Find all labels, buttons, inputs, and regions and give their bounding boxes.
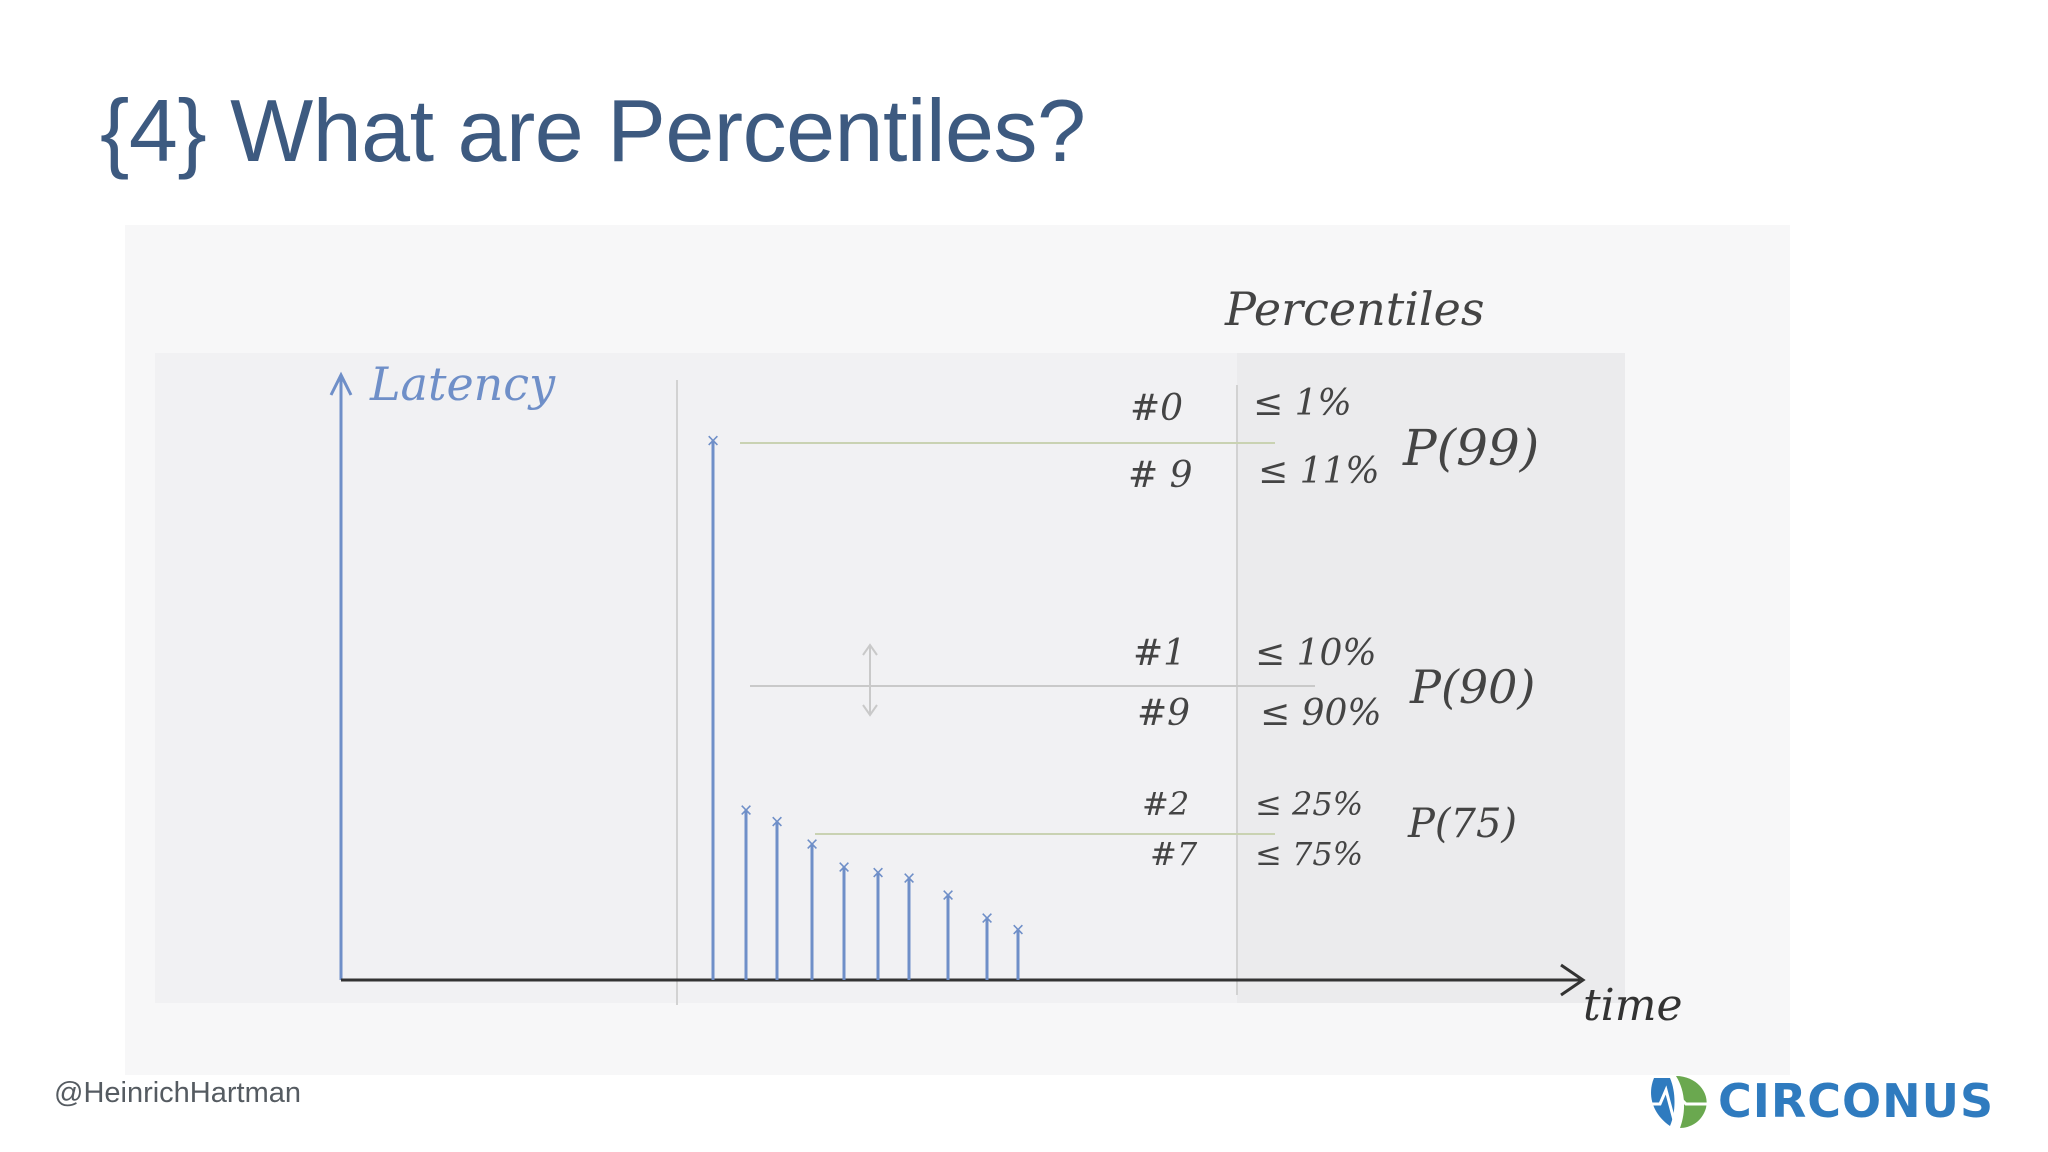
sample-marker: ×: [838, 854, 851, 879]
logo-text: CIRCONUS: [1718, 1074, 1995, 1128]
sample-marker: ×: [707, 428, 720, 453]
author-handle: @HeinrichHartman: [54, 1077, 302, 1109]
pct-bottom-label: ≤ 11%: [1258, 451, 1380, 492]
group-p90: #1 #9 ≤ 10% ≤ 90% P(90): [1133, 633, 1535, 734]
rank-top-label: #0: [1130, 388, 1183, 429]
double-arrow-icon: [862, 643, 878, 717]
circonus-logo: CIRCONUS: [1646, 1072, 1994, 1130]
percentiles-heading: Percentiles: [1224, 282, 1484, 336]
latency-samples: × × × × × × × × × ×: [707, 428, 1025, 980]
pct-bottom-label: ≤ 75%: [1255, 835, 1363, 873]
sketch-canvas: Latency time Percentiles × × × × × × × × × × #0 #…: [155, 282, 1683, 1031]
group-p75: #2 #7 ≤ 25% ≤ 75% P(75): [1142, 785, 1517, 873]
sample-marker: ×: [872, 860, 885, 885]
percentile-label: P(99): [1402, 419, 1539, 477]
circonus-logo-icon: [1648, 1076, 1710, 1128]
group-p99: #0 # 9 ≤ 1% ≤ 11% P(99): [1128, 383, 1539, 496]
y-axis-arrow-icon: [329, 371, 353, 396]
rank-bottom-label: # 9: [1128, 455, 1193, 496]
sample-marker: ×: [771, 809, 784, 834]
percentile-guides: [740, 442, 1315, 835]
sample-marker: ×: [903, 866, 916, 891]
slide-title: {4} What are Percentiles?: [100, 81, 1086, 180]
rank-bottom-label: #7: [1150, 835, 1198, 873]
x-axis-arrow-icon: [1560, 963, 1586, 997]
sample-marker: ×: [740, 797, 753, 822]
percentile-label: P(75): [1407, 801, 1517, 847]
sketch-panel-right: [1237, 353, 1625, 1003]
percentile-label: P(90): [1409, 660, 1535, 714]
y-axis-label: Latency: [369, 357, 556, 411]
rank-top-label: #2: [1142, 785, 1189, 823]
x-axis-label: time: [1583, 980, 1683, 1031]
sample-marker: ×: [1012, 917, 1025, 942]
sample-marker: ×: [942, 883, 955, 908]
pct-top-label: ≤ 1%: [1253, 383, 1352, 424]
pct-bottom-label: ≤ 90%: [1260, 693, 1382, 734]
rank-top-label: #1: [1133, 633, 1186, 674]
pct-top-label: ≤ 25%: [1255, 785, 1363, 823]
percentile-sketch: Latency time Percentiles × × × × × × × × × × #0 #…: [125, 225, 1790, 1075]
rank-bottom-label: #9: [1137, 693, 1190, 734]
sample-marker: ×: [806, 832, 819, 857]
pct-top-label: ≤ 10%: [1255, 633, 1377, 674]
sample-marker: ×: [981, 905, 994, 930]
